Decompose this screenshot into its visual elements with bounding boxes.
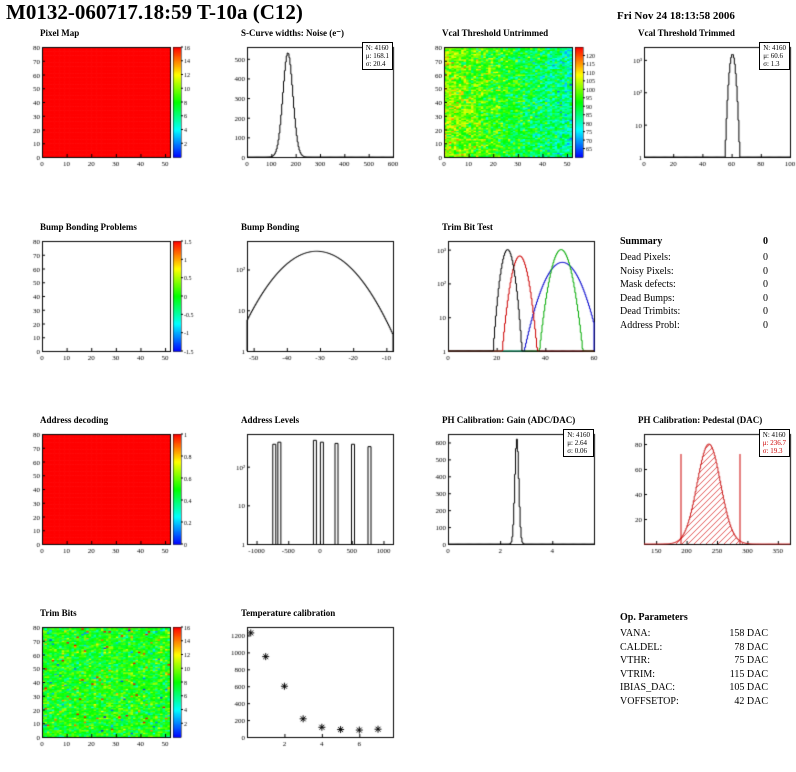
panel-ph-gain: PH Calibration: Gain (ADC/DAC) N: 4160 μ…: [418, 415, 614, 587]
row-value: 75 DAC: [734, 655, 768, 666]
chart-title: Bump Bonding: [241, 222, 300, 232]
row-label: VOFFSETOP:: [620, 695, 679, 707]
row-value: 0: [763, 306, 768, 317]
row-label: Address Probl:: [620, 319, 680, 331]
row-value: 42 DAC: [734, 695, 768, 707]
stats-box: N: 4160 μ: 60.6 σ: 1.3: [759, 42, 790, 70]
summary-block: Summary 0 Dead Pixels: 0 Noisy Pixels: 0 M…: [620, 236, 768, 332]
summary-row: Address Probl: 0: [620, 319, 768, 333]
row-label: Dead Trimbits:: [620, 306, 681, 317]
row-label: Noisy Pixels:: [620, 265, 674, 277]
stat-sigma: σ: 1.3: [763, 60, 780, 68]
panel-trim-bits: Trim Bits: [16, 608, 212, 772]
timestamp: Fri Nov 24 18:13:58 2006: [617, 10, 735, 22]
row-value: 0: [763, 292, 768, 304]
op-parameter-row: VTHR: 75 DAC: [620, 654, 768, 668]
trim-bit-test-chart: [418, 233, 614, 383]
row-label: VTRIM:: [620, 668, 655, 680]
stat-sigma: σ: 20.4: [365, 60, 386, 68]
row-label: VTHR:: [620, 655, 650, 666]
row-value: 78 DAC: [734, 641, 768, 653]
page-title: M0132-060717.18:59 T-10a (C12): [6, 0, 303, 24]
trim-bits-chart: [16, 619, 212, 769]
stats-box: N: 4160 μ: 2.64 σ: 0.06: [563, 429, 594, 457]
stat-entries: N: 4160: [763, 44, 786, 52]
chart-title: Address decoding: [40, 415, 109, 425]
stats-box: N: 4160 μ: 168.1 σ: 20.4: [361, 42, 393, 70]
panel-address-levels: Address Levels: [217, 415, 413, 587]
chart-title: Trim Bits: [40, 608, 77, 618]
row-value: 158 DAC: [729, 628, 768, 639]
panel-trim-bit-test: Trim Bit Test: [418, 222, 614, 394]
op-parameters-block: Op. Parameters VANA: 158 DAC CALDEL: 78 DA…: [620, 612, 768, 708]
summary-row: Dead Pixels: 0: [620, 251, 768, 265]
row-value: 115 DAC: [729, 668, 768, 680]
stat-mean: μ: 60.6: [763, 52, 783, 60]
row-label: VANA:: [620, 628, 651, 639]
stat-mean: μ: 168.1: [365, 52, 389, 60]
op-parameter-row: VTRIM: 115 DAC: [620, 668, 768, 682]
panel-vcal-trimmed: Vcal Threshold Trimmed N: 4160 μ: 60.6 σ…: [614, 28, 796, 200]
op-parameter-row: VOFFSETOP: 42 DAC: [620, 695, 768, 709]
chart-title: Vcal Threshold Trimmed: [638, 28, 735, 38]
chart-title: Address Levels: [241, 415, 300, 425]
row-label: CALDEL:: [620, 641, 663, 653]
pixel-map-chart: [16, 39, 212, 189]
op-parameter-row: VANA: 158 DAC: [620, 627, 768, 641]
op-parameters-title: Op. Parameters: [620, 612, 688, 623]
summary-row: Noisy Pixels: 0: [620, 265, 768, 279]
row-label: Mask defects:: [620, 279, 676, 290]
row-label: IBIAS_DAC:: [620, 682, 676, 693]
summary-row: Dead Trimbits: 0: [620, 305, 768, 319]
op-parameter-row: IBIAS_DAC: 105 DAC: [620, 681, 768, 695]
op-parameter-row: CALDEL: 78 DAC: [620, 641, 768, 655]
row-value: 0: [763, 279, 768, 290]
stat-entries: N: 4160: [365, 44, 389, 52]
chart-title: S-Curve widths: Noise (e⁻): [241, 28, 344, 38]
row-label: Dead Bumps:: [620, 292, 675, 304]
address-decoding-chart: [16, 426, 212, 576]
chart-title: Bump Bonding Problems: [40, 222, 137, 232]
panel-temperature-calibration: Temperature calibration: [217, 608, 413, 772]
chart-title: Temperature calibration: [241, 608, 336, 618]
chart-title: PH Calibration: Pedestal (DAC): [638, 415, 763, 425]
stat-mean: μ: 2.64: [567, 439, 587, 447]
panel-vcal-untrimmed: Vcal Threshold Untrimmed: [418, 28, 614, 200]
summary-row: Mask defects: 0: [620, 278, 768, 292]
row-value: 0: [763, 319, 768, 331]
chart-title: Vcal Threshold Untrimmed: [442, 28, 549, 38]
stats-box: N: 4160 μ: 236.7 σ: 19.3: [758, 429, 790, 457]
chart-title: Trim Bit Test: [442, 222, 493, 232]
row-value: 0: [763, 265, 768, 277]
panel-scurve-noise: S-Curve widths: Noise (e⁻) N: 4160 μ: 16…: [217, 28, 413, 200]
chart-title: PH Calibration: Gain (ADC/DAC): [442, 415, 576, 425]
summary-row: Dead Bumps: 0: [620, 292, 768, 306]
chart-title: Pixel Map: [40, 28, 80, 38]
panel-bump-bonding-problems: Bump Bonding Problems: [16, 222, 212, 394]
summary-title: Summary: [620, 236, 663, 247]
address-levels-chart: [217, 426, 413, 576]
op-parameters-header: Op. Parameters: [620, 612, 768, 623]
row-label: Dead Pixels:: [620, 252, 671, 263]
row-value: 105 DAC: [729, 682, 768, 693]
stat-entries: N: 4160: [762, 431, 786, 439]
stat-mean: μ: 236.7: [762, 439, 786, 447]
stat-sigma: σ: 19.3: [762, 447, 783, 455]
panel-address-decoding: Address decoding: [16, 415, 212, 587]
panel-ph-pedestal: PH Calibration: Pedestal (DAC) N: 4160 μ…: [614, 415, 796, 587]
stat-entries: N: 4160: [567, 431, 590, 439]
bump-bonding-problems-chart: [16, 233, 212, 383]
temperature-calibration-chart: [217, 619, 413, 769]
vcal-untrimmed-chart: [418, 39, 614, 189]
summary-header: Summary 0: [620, 236, 768, 247]
summary-total: 0: [763, 236, 768, 247]
panel-bump-bonding: Bump Bonding: [217, 222, 413, 394]
panel-pixel-map: Pixel Map: [16, 28, 212, 200]
bump-bonding-chart: [217, 233, 413, 383]
stat-sigma: σ: 0.06: [567, 447, 587, 455]
row-value: 0: [763, 252, 768, 263]
